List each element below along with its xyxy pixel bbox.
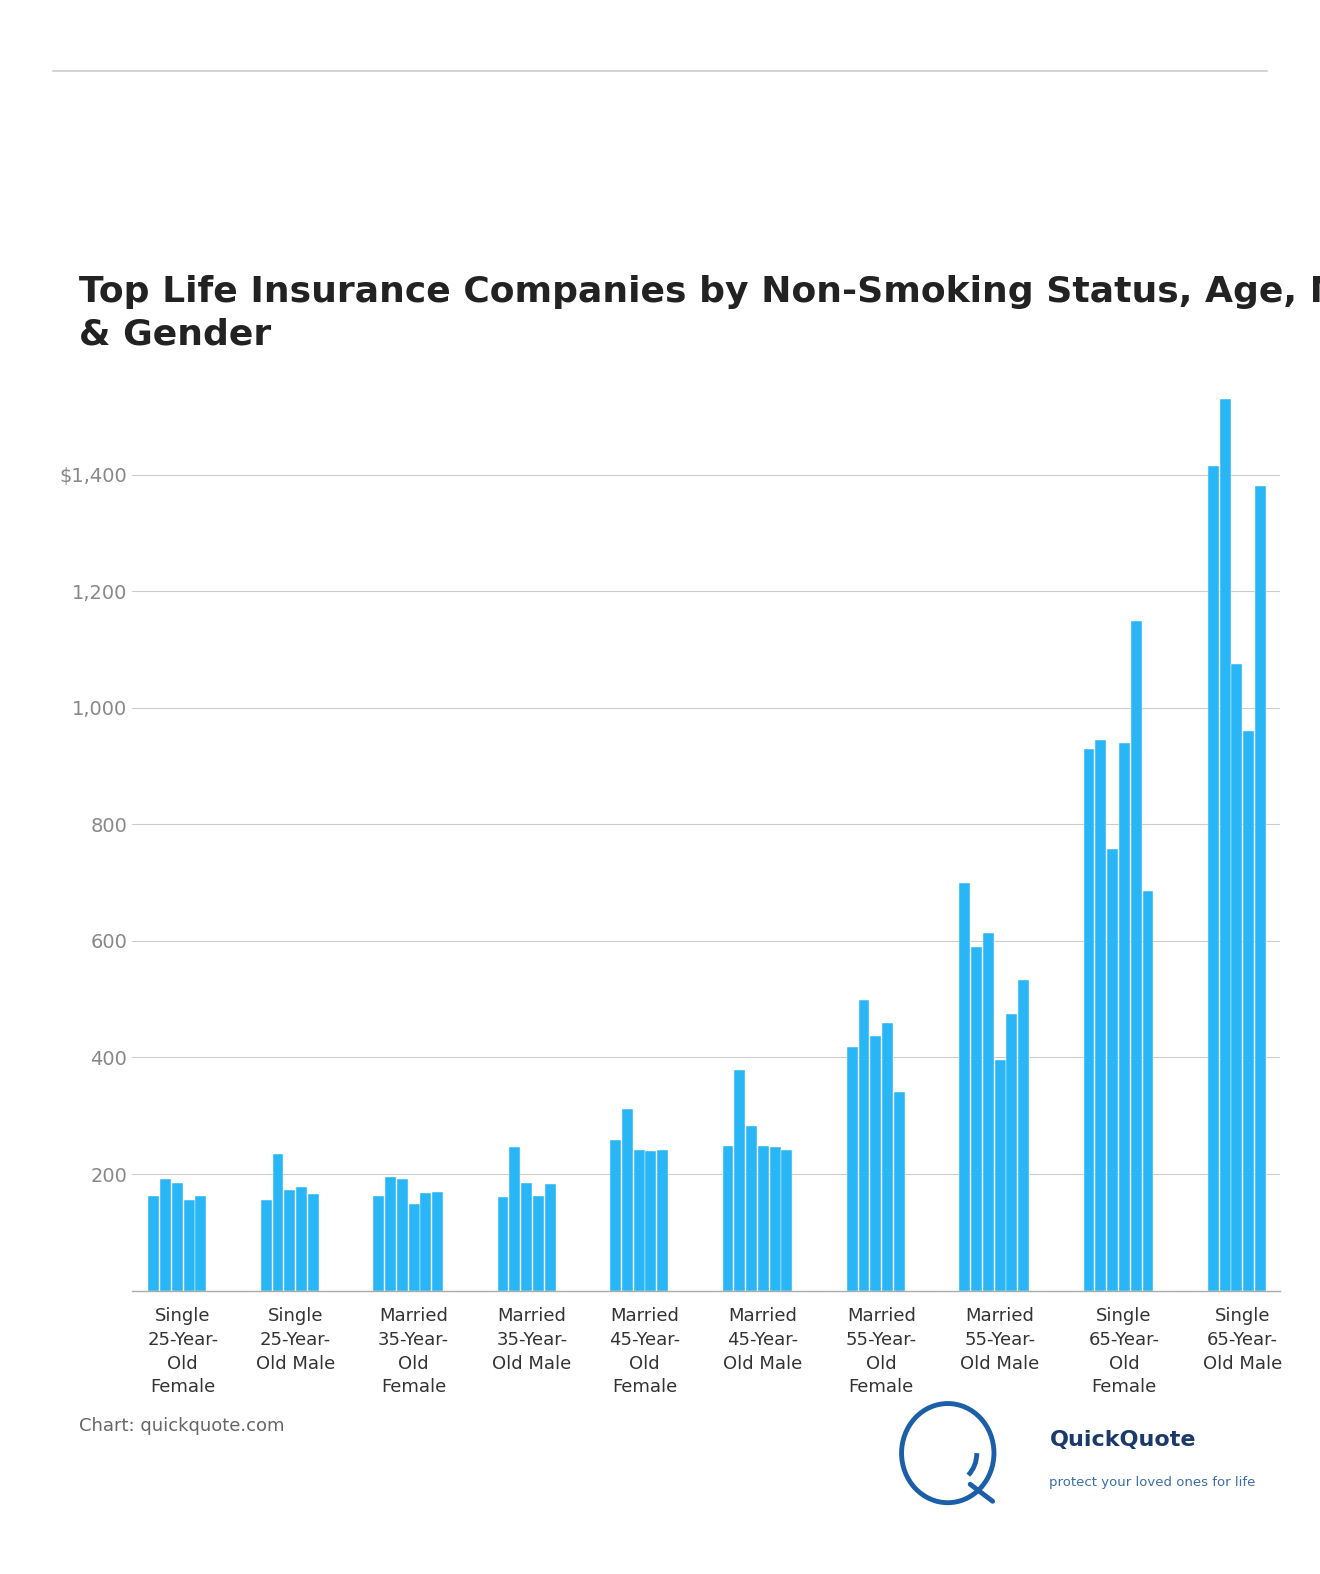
Bar <box>432 1192 444 1291</box>
Bar <box>1243 730 1254 1291</box>
Bar <box>148 1196 160 1291</box>
Bar <box>1220 398 1230 1291</box>
Bar <box>972 946 982 1291</box>
Bar <box>734 1070 746 1291</box>
Bar <box>781 1149 792 1291</box>
Bar <box>1208 466 1218 1291</box>
Bar <box>1255 486 1266 1291</box>
Bar <box>421 1193 432 1291</box>
Bar <box>183 1201 194 1291</box>
Bar <box>746 1125 756 1291</box>
Bar <box>1018 981 1030 1291</box>
Bar <box>545 1184 556 1291</box>
Bar <box>296 1187 308 1291</box>
Bar <box>858 1001 870 1291</box>
Bar <box>870 1036 882 1291</box>
Bar <box>847 1047 858 1291</box>
Bar <box>657 1149 668 1291</box>
Bar <box>385 1177 396 1291</box>
Bar <box>261 1201 272 1291</box>
Bar <box>521 1182 532 1291</box>
Bar <box>960 883 970 1291</box>
Bar <box>1119 743 1130 1291</box>
Bar <box>894 1092 904 1291</box>
Bar <box>533 1196 544 1291</box>
Bar <box>722 1146 734 1291</box>
Bar <box>645 1151 656 1291</box>
Bar <box>308 1195 319 1291</box>
Bar <box>610 1140 620 1291</box>
Bar <box>995 1061 1006 1291</box>
Bar <box>634 1149 644 1291</box>
Bar <box>160 1179 172 1291</box>
Bar <box>409 1204 420 1291</box>
Bar <box>758 1146 768 1291</box>
Text: Chart: quickquote.com: Chart: quickquote.com <box>79 1417 285 1434</box>
Text: protect your loved ones for life: protect your loved ones for life <box>1049 1476 1255 1489</box>
Bar <box>374 1196 384 1291</box>
Bar <box>195 1196 206 1291</box>
Bar <box>622 1108 632 1291</box>
Bar <box>1232 664 1242 1291</box>
Bar <box>882 1023 894 1291</box>
Bar <box>1143 891 1154 1291</box>
Bar <box>397 1179 408 1291</box>
Bar <box>510 1147 520 1291</box>
Bar <box>770 1147 780 1291</box>
Bar <box>1107 848 1118 1291</box>
Bar <box>1084 749 1094 1291</box>
Text: Top Life Insurance Companies by Non-Smoking Status, Age, Marital Status
& Gender: Top Life Insurance Companies by Non-Smok… <box>79 275 1320 351</box>
Bar <box>273 1154 284 1291</box>
Text: QuickQuote: QuickQuote <box>1049 1431 1196 1450</box>
Bar <box>284 1190 296 1291</box>
Bar <box>983 933 994 1291</box>
Bar <box>1096 740 1106 1291</box>
Bar <box>172 1182 182 1291</box>
Bar <box>498 1198 508 1291</box>
Bar <box>1131 622 1142 1291</box>
Bar <box>1006 1014 1018 1291</box>
